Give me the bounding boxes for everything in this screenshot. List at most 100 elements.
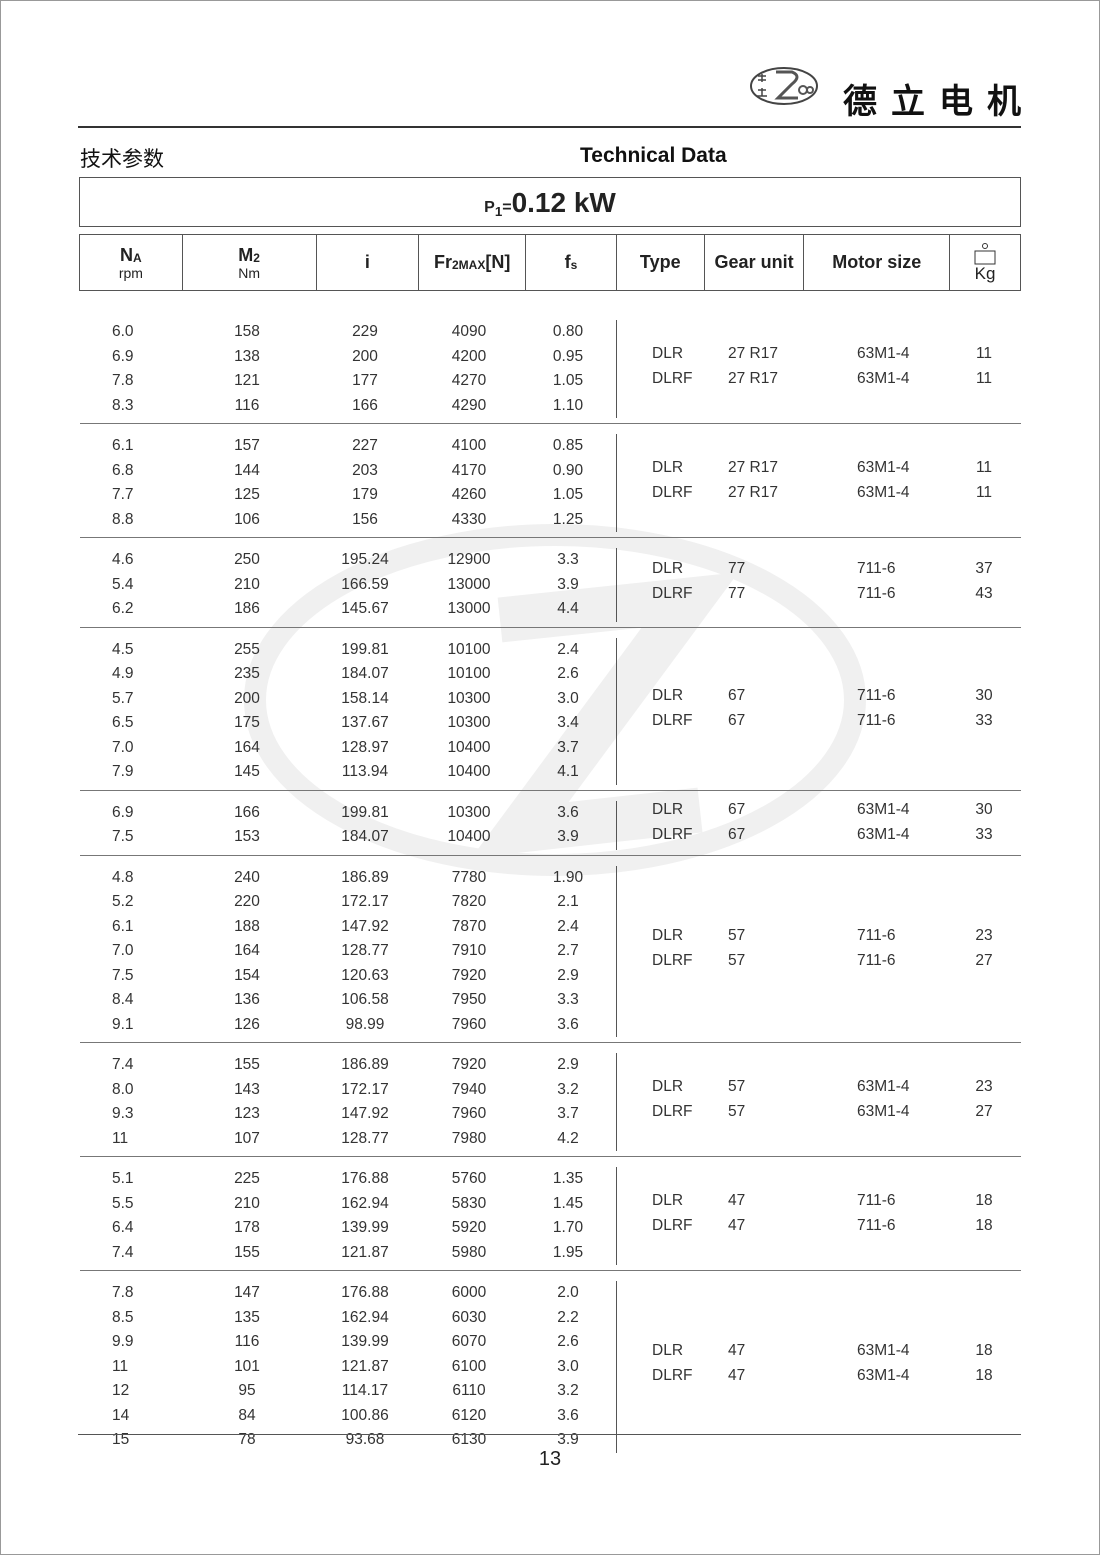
cell-fs: 0.90 (552, 461, 584, 479)
cell-fr: 7870 (451, 917, 487, 935)
model-row: DLRF 47 63M1-4 18 (617, 1364, 1021, 1389)
table-row: 11 107 128.77 7980 4.2 (80, 1127, 616, 1152)
cell-m2: 220 (234, 893, 260, 911)
table-row: 5.7 200 158.14 10300 3.0 (80, 687, 616, 712)
cell-m2: 136 (234, 991, 260, 1009)
table-row: 5.1 225 176.88 5760 1.35 (80, 1167, 616, 1192)
cell-m2: 125 (234, 486, 260, 504)
cell-kg: 43 (975, 585, 993, 603)
cell-fr: 7950 (451, 991, 487, 1009)
cell-i: 100.86 (341, 1406, 389, 1424)
cell-kg: 37 (975, 560, 993, 578)
cell-m2: 147 (234, 1284, 260, 1302)
table-row: 6.1 188 147.92 7870 2.4 (80, 915, 616, 940)
cell-na: 15 (112, 1431, 130, 1449)
table-row: 7.8 121 177 4270 1.05 (80, 369, 616, 394)
table-row: 9.9 116 139.99 6070 2.6 (80, 1330, 616, 1355)
cell-na: 7.9 (112, 763, 134, 781)
cell-na: 8.3 (112, 396, 134, 414)
cell-kg: 18 (975, 1367, 993, 1385)
cell-fr: 10100 (447, 665, 491, 683)
model-row: DLR 57 63M1-4 23 (617, 1075, 1021, 1100)
title-chinese: 技术参数 (80, 148, 164, 171)
cell-fs: 2.9 (557, 1056, 579, 1074)
cell-i: 156 (352, 510, 378, 528)
cell-na: 14 (112, 1406, 130, 1424)
cell-m2: 186 (234, 600, 260, 618)
cell-i: 162.94 (341, 1194, 389, 1212)
model-list: DLR 27 R17 63M1-4 11 DLRF 27 R17 63M1-4 11 (617, 310, 1021, 423)
table-row: 6.2 186 145.67 13000 4.4 (80, 597, 616, 622)
cell-motor: 63M1-4 (857, 825, 910, 843)
cell-fr: 6030 (451, 1308, 487, 1326)
cell-motor: 711-6 (857, 711, 896, 729)
cell-m2: 255 (234, 640, 260, 658)
cell-gear: 77 (728, 560, 746, 578)
col-type: Type (617, 235, 705, 290)
table-row: 6.9 166 199.81 10300 3.6 (80, 801, 616, 826)
col-motor-size-label: Motor size (832, 252, 922, 272)
cell-type: DLRF (652, 1216, 693, 1234)
cell-m2: 164 (234, 942, 260, 960)
cell-m2: 235 (234, 665, 260, 683)
title-english: Technical Data (580, 144, 727, 167)
cell-i: 114.17 (341, 1382, 389, 1400)
cell-i: 166 (352, 396, 378, 414)
table-row: 5.2 220 172.17 7820 2.1 (80, 890, 616, 915)
cell-motor: 63M1-4 (857, 483, 910, 501)
header-rule (78, 126, 1021, 128)
cell-m2: 155 (234, 1243, 260, 1261)
cell-type: DLR (652, 560, 684, 578)
cell-type: DLRF (652, 1367, 693, 1385)
cell-i: 184.07 (341, 828, 389, 846)
cell-fs: 3.2 (557, 1382, 579, 1400)
col-fr: Fr2MAX[N] (419, 235, 527, 290)
cell-fr: 6070 (451, 1333, 487, 1351)
power-rating-box: P1=0.12 kW (79, 177, 1021, 227)
cell-fs: 1.70 (552, 1219, 584, 1237)
cell-i: 139.99 (341, 1219, 389, 1237)
cell-na: 7.0 (112, 738, 134, 756)
cell-i: 147.92 (341, 917, 389, 935)
col-na-unit: rpm (118, 265, 143, 281)
cell-gear: 47 (728, 1367, 746, 1385)
model-list: DLR 57 711-6 23 DLRF 57 711-6 27 (617, 856, 1021, 1043)
power-label: P1= (484, 199, 512, 220)
cell-type: DLRF (652, 369, 693, 387)
table-row: 9.3 123 147.92 7960 3.7 (80, 1102, 616, 1127)
cell-type: DLR (652, 800, 684, 818)
col-kg: Kg (950, 235, 1020, 290)
cell-fr: 6130 (451, 1431, 487, 1449)
cell-m2: 126 (234, 1015, 260, 1033)
cell-fs: 1.45 (552, 1194, 584, 1212)
cell-kg: 27 (975, 951, 993, 969)
model-group: 4.6 250 195.24 12900 3.3 5.4 210 166.59 13000 3.9… (80, 538, 1021, 628)
cell-na: 6.9 (112, 803, 134, 821)
table-row: 6.9 138 200 4200 0.95 (80, 345, 616, 370)
cell-m2: 116 (234, 396, 260, 414)
cell-na: 7.5 (112, 966, 134, 984)
cell-na: 11 (112, 1129, 129, 1147)
cell-kg: 30 (975, 800, 993, 818)
col-gear-unit-label: Gear unit (714, 252, 794, 272)
cell-fs: 3.9 (557, 828, 579, 846)
cell-i: 172.17 (341, 1080, 389, 1098)
cell-motor: 63M1-4 (857, 800, 910, 818)
cell-motor: 711-6 (857, 926, 896, 944)
cell-m2: 78 (238, 1431, 256, 1449)
cell-fs: 2.0 (557, 1284, 579, 1302)
cell-fr: 7960 (451, 1105, 487, 1123)
cell-na: 6.8 (112, 461, 134, 479)
cell-i: 93.68 (345, 1431, 385, 1449)
table-row: 6.4 178 139.99 5920 1.70 (80, 1216, 616, 1241)
col-kg-label: Kg (974, 264, 996, 283)
cell-na: 6.4 (112, 1219, 134, 1237)
cell-na: 7.7 (112, 486, 134, 504)
model-group: 5.1 225 176.88 5760 1.35 5.5 210 162.94 5830 1.45… (80, 1157, 1021, 1271)
cell-i: 139.99 (341, 1333, 389, 1351)
cell-na: 6.5 (112, 714, 134, 732)
cell-na: 5.4 (112, 575, 134, 593)
cell-i: 106.58 (341, 991, 389, 1009)
cell-kg: 11 (975, 483, 993, 501)
cell-fs: 4.1 (557, 763, 579, 781)
